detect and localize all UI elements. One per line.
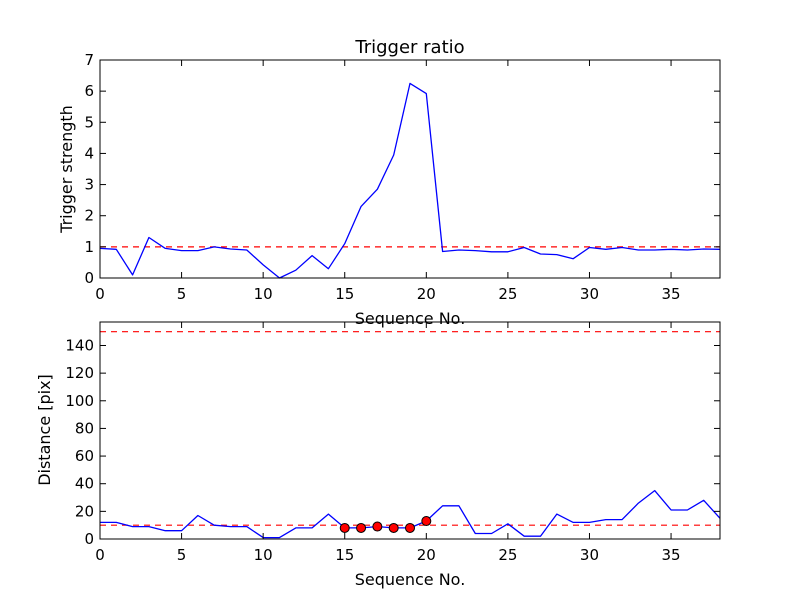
bottom-ticks: 0 5 10 15 20 25 30 35 0 20 40 60 80 100 120 140 xyxy=(65,322,720,564)
bottom-x-axis-label: Sequence No. xyxy=(355,570,466,589)
top-x-tick-label: 35 xyxy=(662,285,681,303)
bottom-y-tick-label: 140 xyxy=(65,336,94,354)
top-y-tick-label: 4 xyxy=(84,144,94,162)
bottom-y-tick-label: 80 xyxy=(75,419,94,437)
top-y-tick-label: 6 xyxy=(84,82,94,100)
top-x-tick-label: 0 xyxy=(95,285,105,303)
bottom-y-tick-label: 40 xyxy=(75,475,94,493)
bottom-x-tick-label: 15 xyxy=(335,546,354,564)
bottom-plot-area xyxy=(100,331,721,539)
bottom-x-tick-label: 0 xyxy=(95,546,105,564)
bottom-marker-point xyxy=(421,516,432,527)
bottom-y-tick-label: 120 xyxy=(65,364,94,382)
top-x-tick-label: 30 xyxy=(580,285,599,303)
bottom-marker-point xyxy=(339,522,350,533)
top-y-tick-label: 5 xyxy=(84,113,94,131)
bottom-x-tick-label: 20 xyxy=(417,546,436,564)
top-x-axis-label: Sequence No. xyxy=(355,309,466,328)
bottom-marker-point xyxy=(388,522,399,533)
bottom-y-tick-label: 20 xyxy=(75,502,94,520)
bottom-axes-frame xyxy=(99,321,721,540)
bottom-x-tick-label: 10 xyxy=(254,546,273,564)
top-x-tick-label: 5 xyxy=(177,285,187,303)
bottom-marker-point xyxy=(405,522,415,533)
bottom-x-tick-label: 35 xyxy=(662,546,681,564)
bottom-x-tick-label: 25 xyxy=(498,546,517,564)
top-y-axis-label: Trigger strength xyxy=(57,105,76,234)
top-x-tick-label: 25 xyxy=(498,285,517,303)
top-y-tick-label: 2 xyxy=(84,207,94,225)
distance-axes: 0 5 10 15 20 25 30 35 0 20 40 60 80 100 120 140 Sequenc… xyxy=(35,321,721,589)
top-y-tick-label: 0 xyxy=(84,269,94,287)
top-x-tick-label: 20 xyxy=(417,285,436,303)
top-y-tick-label: 7 xyxy=(84,51,94,69)
top-chart-title: Trigger ratio xyxy=(354,37,464,58)
bottom-y-axis-label: Distance [pix] xyxy=(35,374,54,486)
top-y-tick-label: 3 xyxy=(84,176,94,194)
bottom-y-tick-label: 100 xyxy=(65,392,94,410)
top-plot-area xyxy=(99,82,721,279)
top-series-line-0 xyxy=(99,82,721,279)
bottom-x-tick-label: 5 xyxy=(177,546,187,564)
top-ticks: 0 5 10 15 20 25 30 35 0 1 2 3 4 5 6 7 xyxy=(84,51,720,303)
top-y-tick-label: 1 xyxy=(84,238,94,256)
top-axes-frame xyxy=(99,59,721,279)
trigger-ratio-axes: Trigger ratio 0 5 10 15 20 25 30 35 0 1 2 3 4 5 6 7 Seq… xyxy=(57,37,721,328)
bottom-y-tick-label: 60 xyxy=(75,447,94,465)
top-x-tick-label: 15 xyxy=(335,285,354,303)
top-x-tick-label: 10 xyxy=(254,285,273,303)
bottom-y-tick-label: 0 xyxy=(84,530,94,548)
bottom-marker-point xyxy=(372,521,383,532)
bottom-x-tick-label: 30 xyxy=(580,546,599,564)
bottom-marker-point xyxy=(356,522,367,533)
